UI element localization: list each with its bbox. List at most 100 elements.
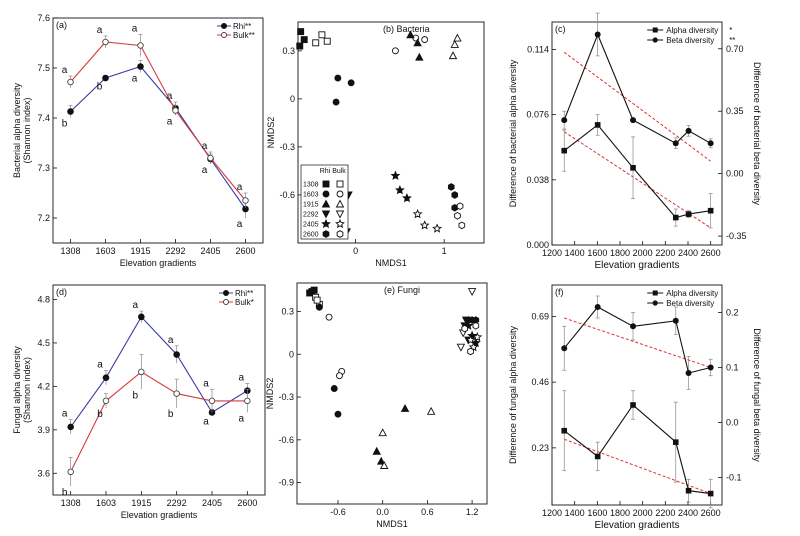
bulk-point-1308: [312, 39, 320, 47]
bulk-point-1915: [453, 33, 462, 42]
series-line: [563, 33, 711, 144]
data-point: [138, 313, 145, 321]
rhi-point-1603: [330, 385, 338, 392]
y-tick-label: 0.114: [527, 44, 549, 54]
data-point: [594, 122, 601, 128]
y-right-tick-label: -0.1: [726, 473, 742, 483]
data-point: [102, 74, 109, 82]
rhi-point-1603: [334, 74, 342, 82]
y-axis-label: NMDS2: [265, 378, 275, 410]
rhi-point-1915: [413, 38, 422, 47]
plot-frame: [551, 284, 723, 506]
bulk-point-2600: [472, 321, 480, 330]
plot-frame: [551, 21, 723, 246]
legend-title-bulk: Bulk: [332, 168, 346, 175]
data-point: [244, 397, 251, 405]
data-point: [707, 490, 714, 497]
legend-marker-rhi: [322, 230, 330, 238]
bulk-point-1915: [448, 51, 458, 60]
legend-label: 1603: [303, 192, 319, 199]
data-point: [672, 140, 679, 147]
bulk-point-1603: [421, 36, 429, 44]
y-tick-label: -0.6: [279, 190, 295, 200]
bulk-point-2405: [412, 209, 423, 219]
bulk-point-2292: [456, 343, 466, 352]
significance-letter: a: [97, 25, 103, 36]
data-point: [67, 423, 74, 431]
bulk-point-1308: [313, 296, 321, 304]
legend-marker-bulk: [335, 218, 345, 229]
x-tick-label: 0: [353, 246, 358, 256]
data-point: [137, 63, 144, 70]
rhi-point-2600: [451, 203, 459, 212]
x-tick-label: 2200: [655, 508, 675, 518]
rhi-point-1603: [332, 98, 340, 106]
x-tick-label: 1400: [565, 508, 585, 518]
data-point: [561, 345, 568, 352]
data-point: [594, 304, 601, 310]
legend-marker-rhi: [321, 199, 331, 208]
significance-letter: a: [167, 91, 173, 102]
x-tick-label: 1: [442, 246, 447, 256]
bulk-point-2600: [461, 324, 468, 333]
legend-title-rhi: Rhi: [320, 168, 331, 175]
rhi-point-1915: [415, 52, 424, 61]
y-axis-label-2: (Shannon index): [22, 357, 32, 423]
legend-label: Beta diversity: [666, 36, 714, 45]
significance-letter: a: [239, 413, 245, 424]
x-tick-label: 2600: [701, 508, 721, 518]
x-axis-label: Elevation gradients: [594, 520, 679, 531]
data-point: [67, 78, 74, 86]
data-point: [173, 351, 180, 358]
legend-label: Beta diversity: [666, 299, 714, 308]
x-tick-label: 1400: [565, 248, 585, 258]
significance-letter: a: [202, 165, 208, 176]
series-line: [70, 315, 248, 428]
significance-letter: a: [203, 416, 209, 427]
rhi-point-1915: [400, 404, 410, 412]
significance-letter: a: [133, 300, 139, 311]
rhi-point-2405: [395, 185, 405, 195]
x-tick-label: 1200: [542, 508, 562, 518]
y-axis-label: Difference of fungal alpha diversity: [508, 326, 518, 464]
data-point: [208, 397, 216, 405]
legend-label: Rhi**: [235, 289, 253, 298]
legend-label: Bulk**: [233, 31, 255, 40]
x-tick-label: 2405: [200, 246, 220, 256]
y-tick-label: 0.3: [281, 307, 294, 317]
legend-marker: [652, 27, 658, 33]
data-point: [594, 31, 601, 38]
y-tick-label: 0: [289, 349, 294, 359]
data-point: [672, 214, 679, 221]
legend-label: 1915: [303, 202, 319, 209]
data-point: [242, 197, 249, 204]
series-line: [563, 124, 711, 219]
data-point: [561, 147, 568, 154]
significance-letter: b: [133, 390, 139, 401]
significance-letter: a: [237, 182, 243, 193]
significance-letter: a: [202, 141, 208, 152]
panel-e: -0.6 0.0 0.6 1.2 0.3 0 -0.3 -0.6 -0.9 NMDS1 NMDS2 (…: [265, 282, 488, 529]
data-point: [685, 370, 692, 376]
data-point: [173, 390, 180, 397]
bulk-point-1308: [323, 37, 331, 45]
data-point: [685, 127, 692, 134]
panel-label: (d): [56, 287, 67, 297]
bulk-point-2600: [454, 211, 461, 220]
x-tick-label: 0.6: [421, 507, 434, 517]
y-tick-label: 7.4: [37, 113, 50, 123]
x-axis-label: Elevation gradients: [121, 510, 198, 520]
data-point: [561, 117, 568, 124]
rhi-point-1308: [297, 28, 305, 36]
x-tick-label: 1200: [542, 248, 562, 258]
bulk-point-2292: [467, 288, 477, 297]
y-tick-label: -0.6: [278, 435, 294, 445]
x-tick-label: 2600: [237, 498, 257, 508]
y-tick-label: 0.038: [526, 175, 549, 185]
rhi-point-1308: [306, 289, 314, 297]
panel-d: 3.6 3.9 4.2 4.5 4.8 1308 1603 1915 2292 2405 2600 E…: [12, 284, 266, 520]
data-point: [630, 323, 637, 330]
y-tick-label: 4.5: [37, 338, 50, 348]
plot-frame: [52, 17, 264, 244]
